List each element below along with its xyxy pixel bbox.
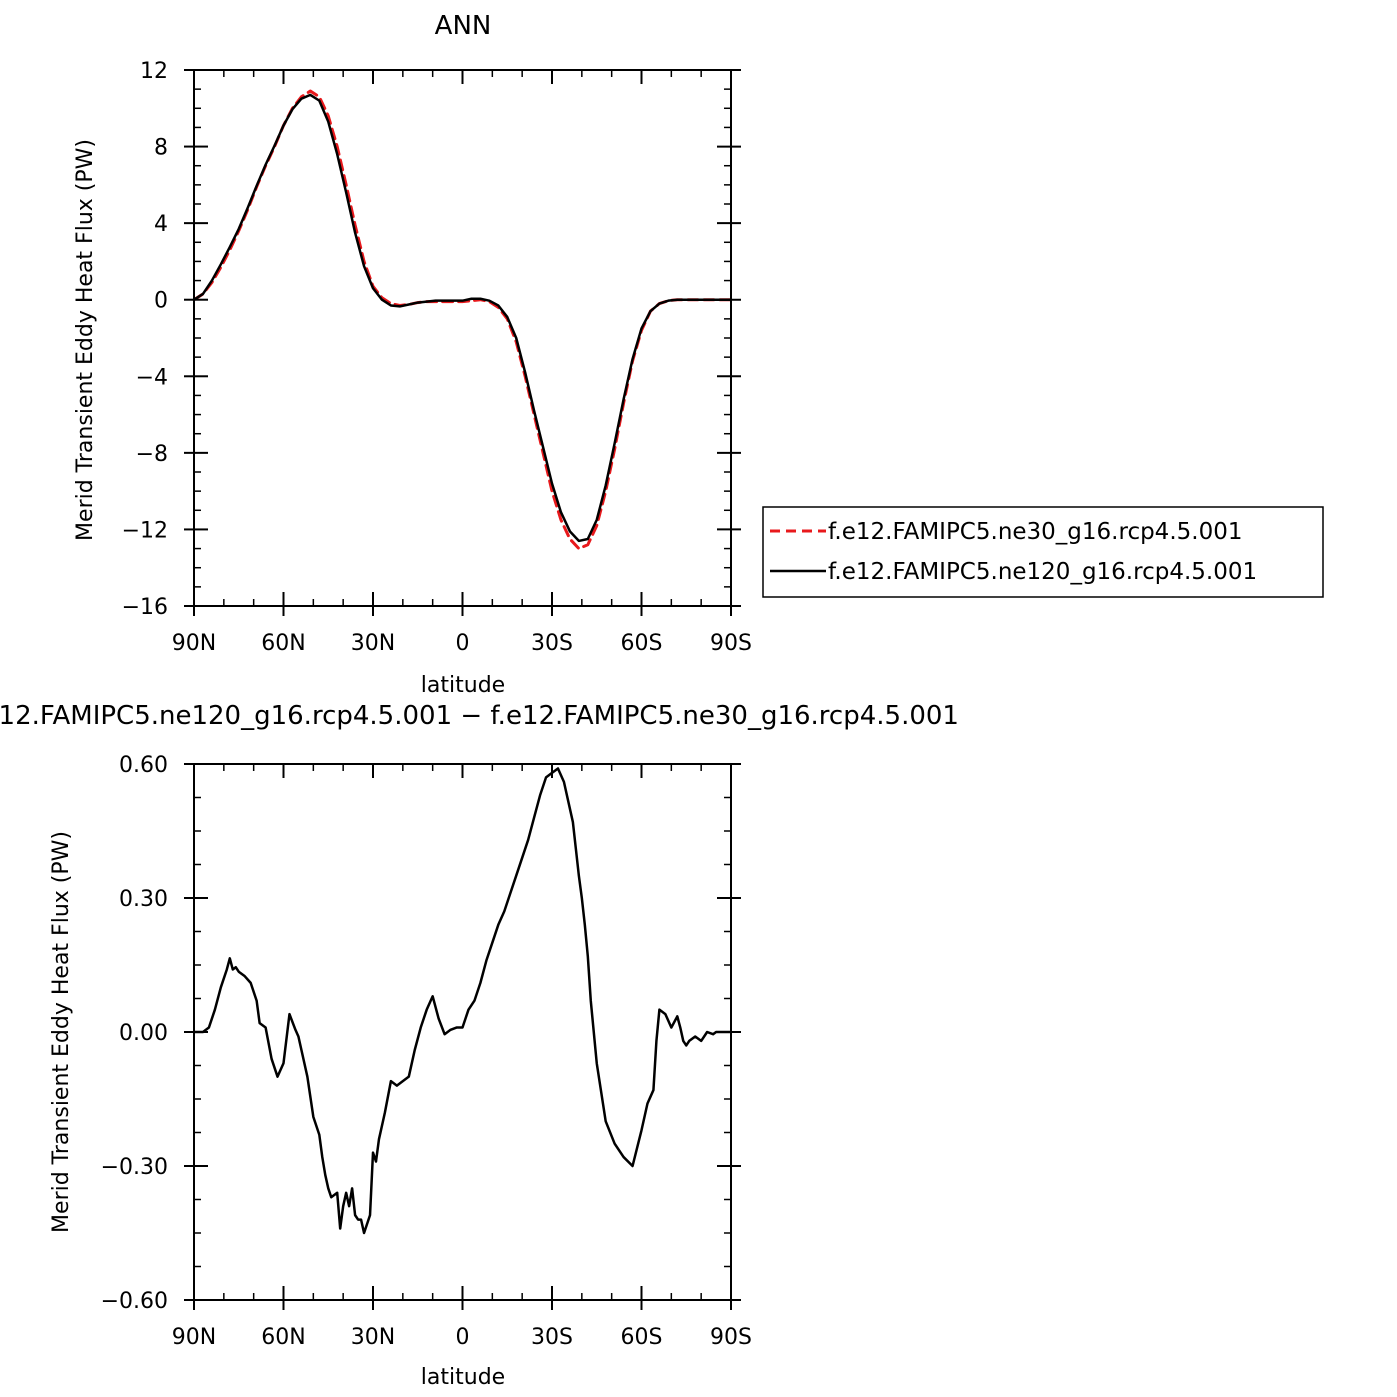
bottom-y-tick-label: 0.00 bbox=[119, 1021, 168, 1046]
bottom-chart-title: f.e12.FAMIPC5.ne120_g16.rcp4.5.001 − f.e… bbox=[0, 701, 959, 731]
top-x-tick-label: 30N bbox=[351, 631, 395, 656]
top-y-tick-label: 0 bbox=[154, 289, 168, 314]
bottom-series-line-0 bbox=[192, 767, 733, 1235]
top-y-axis-label: Merid Transient Eddy Heat Flux (PW) bbox=[73, 139, 98, 541]
top-plot-area: 90N 60N 30N 0 30S 60S 90S 12 8 4 0 −4 −8 −12 −16 bbox=[122, 59, 752, 656]
top-y-tick-label: 12 bbox=[140, 59, 168, 84]
bottom-panel: f.e12.FAMIPC5.ne120_g16.rcp4.5.001 − f.e… bbox=[0, 701, 959, 1390]
bottom-y-tick-label: 0.30 bbox=[119, 887, 168, 912]
top-x-axis-label: latitude bbox=[421, 673, 505, 698]
legend: f.e12.FAMIPC5.ne30_g16.rcp4.5.001 f.e12.… bbox=[762, 506, 1324, 598]
top-y-tick-label: −16 bbox=[122, 595, 168, 620]
top-panel: ANN 90N 60N 30N 0 30S 60S 90S 12 8 4 0 −4 −8 −12 −16 l… bbox=[73, 11, 1324, 698]
legend-label-ne30: f.e12.FAMIPC5.ne30_g16.rcp4.5.001 bbox=[828, 519, 1242, 545]
legend-label-ne120: f.e12.FAMIPC5.ne120_g16.rcp4.5.001 bbox=[828, 559, 1257, 585]
bottom-y-axis-label: Merid Transient Eddy Heat Flux (PW) bbox=[49, 831, 74, 1233]
top-x-tick-label: 0 bbox=[456, 631, 470, 656]
top-y-tick-label: 8 bbox=[154, 136, 168, 161]
top-x-tick-label: 30S bbox=[531, 631, 573, 656]
top-x-tick-label: 90N bbox=[172, 631, 216, 656]
top-x-tick-label: 90S bbox=[710, 631, 752, 656]
top-x-tick-label: 60S bbox=[621, 631, 663, 656]
bottom-x-tick-label: 30N bbox=[351, 1325, 395, 1350]
top-series-line-0 bbox=[192, 89, 733, 551]
bottom-x-tick-label: 30S bbox=[531, 1325, 573, 1350]
top-y-tick-label: −4 bbox=[136, 365, 168, 390]
top-y-tick-label: −8 bbox=[136, 442, 168, 467]
bottom-x-tick-label: 0 bbox=[456, 1325, 470, 1350]
top-plot-frame bbox=[193, 69, 732, 607]
bottom-x-tick-label: 60N bbox=[261, 1325, 305, 1350]
top-x-tick-label: 60N bbox=[261, 631, 305, 656]
bottom-y-tick-label: 0.60 bbox=[119, 753, 168, 778]
bottom-x-tick-label: 90N bbox=[172, 1325, 216, 1350]
legend-box bbox=[762, 506, 1324, 598]
bottom-y-tick-label: −0.30 bbox=[101, 1155, 168, 1180]
top-series-line-1 bbox=[192, 93, 733, 543]
top-y-tick-label: 4 bbox=[154, 212, 168, 237]
bottom-x-axis-label: latitude bbox=[421, 1365, 505, 1390]
bottom-y-tick-label: −0.60 bbox=[101, 1289, 168, 1314]
bottom-x-tick-label: 60S bbox=[621, 1325, 663, 1350]
top-chart-title: ANN bbox=[435, 11, 492, 41]
bottom-plot-frame bbox=[193, 763, 732, 1301]
bottom-plot-area: 90N 60N 30N 0 30S 60S 90S 0.60 0.30 0.00 −0.30 −0.6… bbox=[101, 753, 752, 1350]
bottom-x-tick-label: 90S bbox=[710, 1325, 752, 1350]
top-y-tick-label: −12 bbox=[122, 518, 168, 543]
